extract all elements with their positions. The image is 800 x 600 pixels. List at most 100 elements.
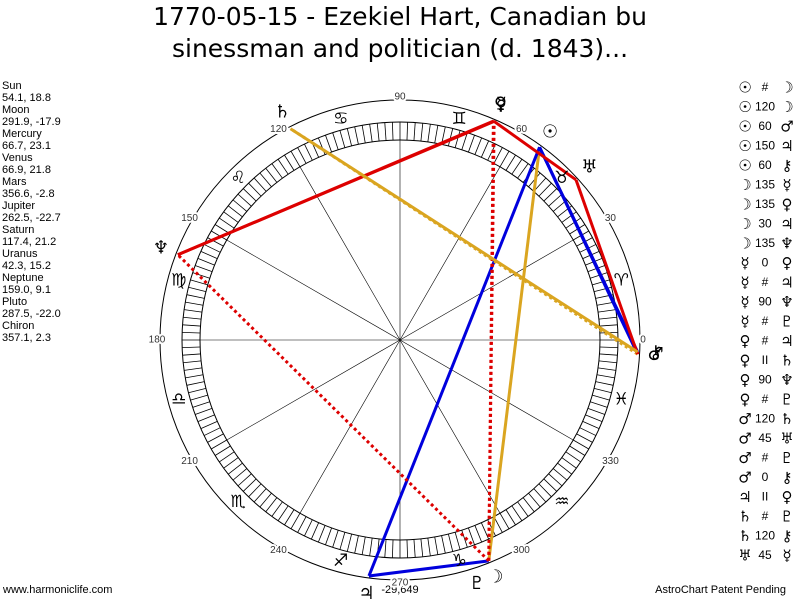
zodiac-sign: ♎ (171, 389, 186, 409)
degree-label: 210 (181, 456, 198, 467)
zodiac-sign: ♐ (333, 551, 348, 571)
planet-name: Venus (2, 152, 33, 164)
ring-tick (499, 151, 510, 167)
ring-tick (265, 497, 278, 513)
ring-tick (413, 122, 416, 141)
aspect-planet: ♃ (780, 332, 793, 350)
ring-tick (346, 533, 353, 552)
planet-glyph: ☽ (487, 567, 503, 588)
ring-tick (511, 505, 523, 521)
aspect-planet: ♀ (782, 254, 793, 272)
ring-tick (297, 147, 307, 164)
footer-left: www.harmoniclife.com (2, 584, 112, 596)
zodiac-sign: ♉ (554, 168, 569, 188)
aspect-planet: ♃ (780, 137, 793, 155)
ring-tick (590, 401, 608, 408)
planet-glyph: ♃ (359, 583, 375, 600)
aspect-type: 0 (762, 256, 769, 270)
aspect-type: 135 (755, 178, 775, 192)
ring-tick (227, 462, 243, 475)
ring-tick (595, 381, 614, 386)
ring-tick (557, 462, 573, 475)
planet-glyph: ⚷ (649, 342, 662, 363)
zodiac-sign: ♈ (614, 271, 629, 291)
ring-tick (332, 132, 339, 150)
ring-tick (237, 473, 252, 487)
ring-tick (391, 539, 394, 558)
ring-tick (339, 532, 346, 550)
ring-tick (207, 433, 224, 443)
ring-tick (253, 177, 267, 192)
ring-tick (253, 488, 267, 503)
title-line: sinessman and politician (d. 1843)... (172, 34, 628, 63)
ring-tick (277, 159, 289, 175)
aspect-planet: ♀ (782, 488, 793, 506)
ring-tick (184, 367, 203, 371)
aspect-planet: ☉ (738, 157, 751, 175)
ring-tick (211, 439, 227, 450)
degree-label: 30 (605, 213, 617, 224)
zodiac-sign: ♑ (452, 551, 467, 571)
aspect-planet: ♇ (780, 313, 793, 331)
aspect-line (487, 147, 542, 562)
ring-tick (413, 539, 416, 558)
ring-tick (361, 536, 366, 555)
ring-tick (579, 427, 597, 436)
aspect-type: 30 (758, 217, 772, 231)
ring-tick (427, 537, 431, 556)
ring-tick (552, 468, 568, 481)
degree-label: 330 (602, 456, 619, 467)
planet-name: Moon (2, 104, 30, 116)
ring-tick (271, 501, 283, 517)
planet-glyph: ♀ (494, 94, 507, 115)
zodiac-sign: ♋ (333, 109, 348, 129)
planet-position: 356.6, -2.8 (2, 188, 55, 200)
ring-tick (265, 167, 278, 183)
ring-tick (597, 309, 616, 313)
ring-tick (474, 137, 483, 155)
aspect-planet: ⚷ (782, 527, 793, 545)
ring-tick (183, 360, 202, 364)
spoke (299, 339, 401, 514)
ring-tick (420, 538, 424, 557)
ring-tick (522, 497, 535, 513)
ring-tick (406, 122, 409, 141)
ring-tick (480, 140, 490, 158)
planet-name: Pluto (2, 296, 27, 308)
ring-tick (587, 408, 605, 415)
ring-tick (237, 193, 252, 207)
aspect-planet: ♇ (780, 391, 793, 409)
aspect-planet: ♃ (780, 215, 793, 233)
ring-tick (325, 527, 332, 545)
ring-tick (232, 199, 248, 212)
aspect-planet: ♀ (740, 371, 751, 389)
aspect-planet: ♄ (738, 527, 751, 545)
planet-position: 42.3, 15.2 (2, 260, 51, 272)
ring-tick (505, 509, 516, 526)
ring-tick (406, 539, 409, 558)
ring-tick (598, 360, 617, 364)
planet-position: 54.1, 18.8 (2, 92, 51, 104)
ring-tick (593, 387, 612, 394)
spoke (226, 239, 401, 341)
aspect-planet: ♀ (782, 196, 793, 214)
ring-tick (304, 143, 313, 161)
planet-position: 291.9, -17.9 (2, 116, 61, 128)
ring-tick (242, 478, 257, 492)
aspect-type: # (762, 392, 769, 406)
aspect-planet: ♇ (780, 449, 793, 467)
aspect-planet: ☿ (740, 274, 749, 292)
aspect-planet: ☿ (740, 313, 749, 331)
aspect-planet: ♅ (738, 547, 751, 565)
aspect-line (367, 146, 541, 577)
aspect-line (574, 179, 639, 355)
ring-tick (561, 457, 577, 469)
planet-position: 66.9, 21.8 (2, 164, 51, 176)
ring-tick (200, 420, 218, 430)
degree-label: 180 (149, 335, 166, 346)
ring-tick (325, 135, 332, 153)
ring-tick (569, 445, 586, 456)
ring-tick (511, 159, 523, 175)
aspect-planet: ♆ (780, 371, 793, 389)
aspect-type: 135 (755, 197, 775, 211)
